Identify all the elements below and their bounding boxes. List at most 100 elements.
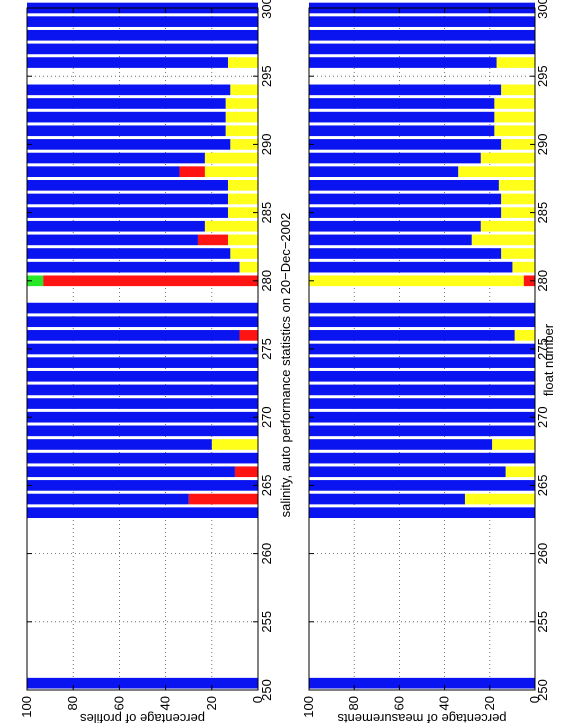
y-tick-label: 100 bbox=[301, 696, 316, 718]
bar-segment-yellow bbox=[204, 152, 258, 164]
bar-segment-blue bbox=[309, 452, 535, 464]
bar-segment-blue bbox=[309, 248, 502, 259]
bar-segment-yellow bbox=[492, 439, 535, 450]
bar-segment-blue bbox=[27, 207, 228, 218]
x-tick-label: 290 bbox=[535, 134, 550, 156]
bar-segment-blue bbox=[309, 43, 535, 55]
bar-segment-blue bbox=[309, 125, 495, 137]
bar-segment-blue bbox=[27, 166, 180, 177]
bar-segment-blue bbox=[27, 357, 258, 368]
bar-segment-yellow bbox=[480, 152, 535, 164]
bar-segment-yellow bbox=[496, 57, 535, 68]
bar-segment-yellow bbox=[505, 466, 535, 478]
bar-segment-yellow bbox=[225, 111, 258, 123]
x-tick-label: 250 bbox=[535, 679, 550, 701]
bar-segment-blue bbox=[27, 677, 258, 689]
bar-segment-yellow bbox=[501, 139, 535, 150]
bar-segment-yellow bbox=[494, 125, 535, 137]
x-tick-label: 285 bbox=[535, 202, 550, 224]
bar-segment-blue bbox=[27, 152, 205, 164]
bar-segment-red bbox=[188, 493, 258, 505]
bar-segment-yellow bbox=[471, 234, 535, 246]
bar-segment-blue bbox=[27, 343, 258, 355]
bar-segment-blue bbox=[309, 152, 481, 164]
bar-segment-yellow bbox=[227, 193, 258, 205]
x-tick-label: 250 bbox=[259, 679, 274, 701]
y-tick-label: 20 bbox=[204, 696, 219, 710]
bar-segment-blue bbox=[309, 357, 535, 368]
bar-segment-yellow bbox=[230, 84, 258, 96]
y-tick-label: 40 bbox=[437, 696, 452, 710]
bar-segment-yellow bbox=[204, 220, 258, 232]
bar-segment-blue bbox=[309, 84, 502, 96]
bar-segment-yellow bbox=[501, 207, 535, 218]
bar-segment-blue bbox=[27, 384, 258, 396]
bar-segment-blue bbox=[309, 425, 535, 437]
x-axis-label: float number bbox=[541, 323, 556, 396]
bar-segment-yellow bbox=[225, 98, 258, 109]
bar-segment-blue bbox=[27, 234, 198, 246]
bar-segment-blue bbox=[27, 398, 258, 409]
bar-segment-yellow bbox=[227, 180, 258, 191]
bar-segment-blue bbox=[309, 234, 472, 246]
x-tick-label: 280 bbox=[259, 270, 274, 292]
bar-segment-blue bbox=[309, 493, 465, 505]
bar-segment-yellow bbox=[512, 261, 535, 273]
bar-segment-blue bbox=[27, 29, 258, 41]
y-tick-label: 40 bbox=[158, 696, 173, 710]
x-tick-label: 265 bbox=[535, 475, 550, 497]
bar-segment-yellow bbox=[227, 57, 258, 68]
bar-segment-yellow bbox=[458, 166, 535, 177]
bar-segment-blue bbox=[309, 261, 513, 273]
x-tick-label: 275 bbox=[259, 338, 274, 360]
x-tick-label: 295 bbox=[259, 65, 274, 87]
bar-segment-yellow bbox=[501, 248, 535, 259]
bar-segment-blue bbox=[309, 370, 535, 382]
bar-segment-yellow bbox=[239, 261, 258, 273]
y-axis-label: percentage of profiles bbox=[79, 711, 205, 723]
x-tick-label: 265 bbox=[259, 475, 274, 497]
bar-segment-blue bbox=[309, 480, 535, 491]
bar-segment-blue bbox=[27, 16, 258, 27]
x-tick-label: 290 bbox=[259, 134, 274, 156]
bar-segment-blue bbox=[27, 411, 258, 423]
bar-segment-blue bbox=[27, 425, 258, 437]
bar-segment-blue bbox=[309, 677, 535, 689]
y-axis-label: percentage of measurements bbox=[337, 711, 507, 723]
bar-segment-blue bbox=[27, 466, 235, 478]
bar-segment-blue bbox=[309, 330, 515, 341]
x-tick-label: 295 bbox=[535, 65, 550, 87]
bar-segment-yellow bbox=[498, 180, 535, 191]
x-tick-label: 255 bbox=[259, 611, 274, 633]
bar-segment-yellow bbox=[501, 84, 535, 96]
bar-segment-blue bbox=[309, 207, 502, 218]
bar-segment-blue bbox=[27, 57, 228, 68]
bar-segment-blue bbox=[309, 439, 493, 450]
bar-segment-yellow bbox=[211, 439, 258, 450]
y-tick-label: 60 bbox=[391, 696, 406, 710]
bar-segment-blue bbox=[27, 98, 226, 109]
bar-segment-blue bbox=[27, 43, 258, 55]
measurements-panel: 250 255 260 265 270 275 280 285 290 295 300 100 80 60… bbox=[301, 0, 550, 723]
profiles-panel: 250 255 260 265 270 275 280 285 290 295 300 100 80 60… bbox=[19, 0, 274, 723]
bar-segment-blue bbox=[27, 220, 205, 232]
bar-segment-blue bbox=[309, 98, 495, 109]
bar-segment-blue bbox=[309, 29, 535, 41]
y-tick-label: 0 bbox=[527, 696, 542, 703]
y-tick-label: 0 bbox=[250, 696, 265, 703]
bar-segment-yellow bbox=[514, 330, 535, 341]
figure-title: salinity, auto performance statistics on… bbox=[278, 213, 293, 518]
bar-segment-blue bbox=[309, 220, 481, 232]
bar-segment-blue bbox=[309, 193, 502, 205]
bar-segment-yellow bbox=[227, 234, 258, 246]
y-tick-label: 20 bbox=[482, 696, 497, 710]
bar-segment-yellow bbox=[464, 493, 535, 505]
bar-segment-yellow bbox=[494, 111, 535, 123]
x-tick-label: 300 bbox=[535, 0, 550, 19]
bar-segment-yellow bbox=[501, 193, 535, 205]
bar-segment-red bbox=[179, 166, 205, 177]
bar-segment-blue bbox=[27, 302, 258, 314]
bar-segment-blue bbox=[309, 302, 535, 314]
bar-segment-blue bbox=[309, 180, 499, 191]
bar-segment-yellow bbox=[230, 248, 258, 259]
